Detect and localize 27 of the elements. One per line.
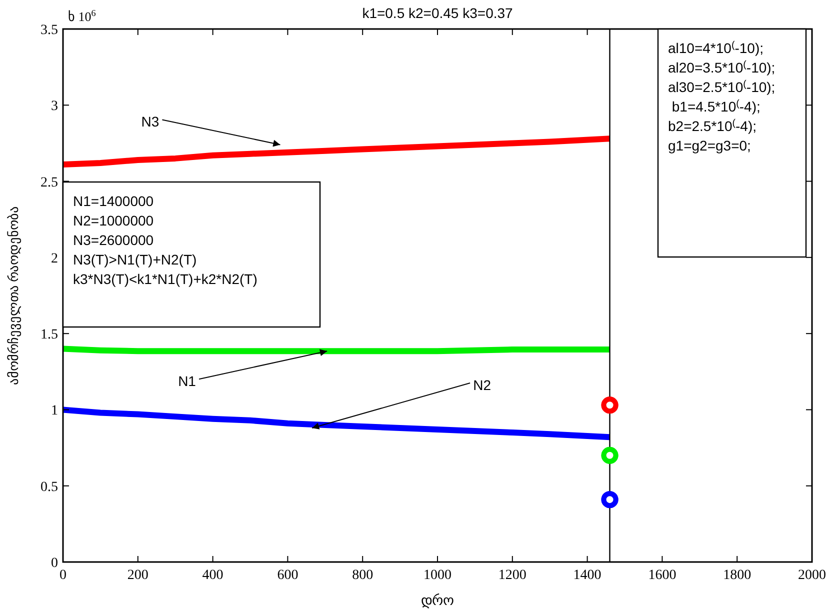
y-tick-label: 3 bbox=[51, 99, 58, 114]
y-axis-title: ამომრჩეველთა რაოდენობა bbox=[6, 206, 22, 386]
y-tick-label: 0.5 bbox=[40, 480, 58, 495]
y-tick-label: 1 bbox=[51, 404, 58, 419]
text: al10=4*10$^{(}$-10); al20=3.5*10$^{(}$-10); al30=2.5*10$^{(}$-10); b1=4.5*10$^{(}$-4); b2=2.5*10$^{(}$-4); g1=g2=g3=0; bbox=[668, 40, 776, 154]
text: ხ 10$^{6}$ bbox=[68, 8, 96, 24]
chart-title: k1=0.5 k2=0.45 k3=0.37 bbox=[362, 5, 514, 21]
x-tick-label: 1000 bbox=[424, 568, 452, 583]
x-tick-label: 1400 bbox=[573, 568, 602, 583]
x-axis-title: დრო bbox=[421, 593, 454, 609]
annotation: N2 bbox=[473, 376, 492, 393]
x-tick-label: 2000 bbox=[798, 568, 826, 583]
annotation: N1=1400000 N2=1000000 N3=2600000 N3(T)>N1(T)+N2(T) k3*N3(T)<k1*N1(T)+k2*N2(T) bbox=[73, 193, 258, 287]
x-tick-label: 1200 bbox=[498, 568, 526, 583]
x-tick-label: 1600 bbox=[648, 568, 676, 583]
x-tick-label: 1800 bbox=[723, 568, 752, 583]
x-tick-label: 200 bbox=[127, 568, 148, 583]
x-tick-label: 800 bbox=[352, 568, 374, 583]
x-tick-label: 400 bbox=[202, 568, 224, 583]
y-tick-label: 2 bbox=[51, 251, 58, 266]
y-tick-label: 3.5 bbox=[40, 23, 58, 38]
annotation: N3 bbox=[141, 114, 160, 130]
x-tick-label: 600 bbox=[277, 568, 298, 583]
y-tick-label: 1.5 bbox=[40, 328, 58, 343]
annotation: N1 bbox=[178, 373, 196, 390]
y-tick-label: 2.5 bbox=[40, 175, 58, 190]
y-tick-label: 0 bbox=[51, 556, 58, 571]
